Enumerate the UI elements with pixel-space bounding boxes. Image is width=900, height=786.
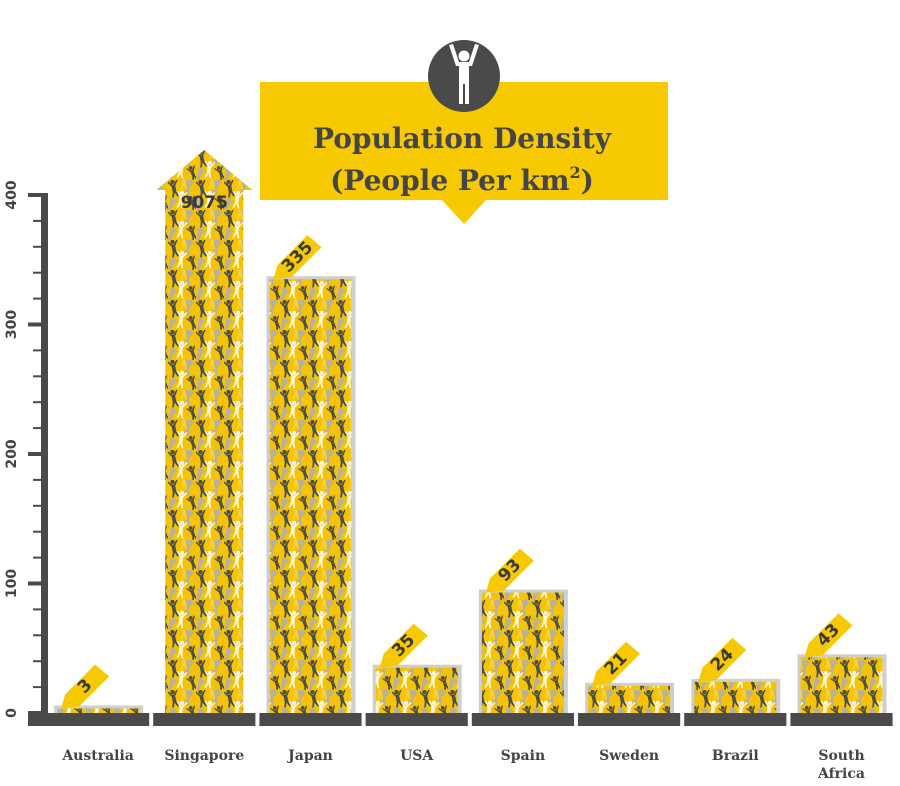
baseline-segment bbox=[259, 713, 362, 726]
bars-layer bbox=[54, 150, 887, 713]
baseline-segment bbox=[47, 713, 150, 726]
chart-title-superscript: 2 bbox=[570, 163, 581, 182]
chart-title-line2-suffix: ) bbox=[581, 164, 594, 197]
y-axis-line bbox=[41, 194, 48, 726]
value-tag-australia: 3 bbox=[61, 664, 110, 709]
value-tag-shape-japan bbox=[273, 235, 322, 280]
baseline-segment bbox=[684, 713, 787, 726]
y-minor-tick bbox=[33, 427, 45, 430]
value-tag-japan: 335 bbox=[273, 235, 322, 280]
person-body bbox=[449, 44, 479, 104]
value-tag-shape-australia bbox=[61, 664, 110, 709]
value-tag-brazil: 24 bbox=[698, 637, 747, 682]
person-head bbox=[458, 50, 470, 62]
baseline-segment bbox=[578, 713, 681, 726]
y-minor-tick bbox=[33, 349, 45, 352]
y-minor-tick bbox=[33, 219, 45, 222]
category-label-spain: Spain bbox=[501, 748, 545, 764]
bar-brazil bbox=[694, 681, 777, 713]
value-tag-shape-sweden bbox=[592, 641, 641, 686]
category-label-brazil: Brazil bbox=[712, 748, 759, 764]
bar-sweden bbox=[588, 685, 671, 713]
y-minor-tick bbox=[33, 634, 45, 637]
bar-japan bbox=[269, 279, 352, 713]
y-tick-label: 0 bbox=[4, 708, 20, 718]
value-tag-south-africa: 43 bbox=[804, 613, 853, 658]
bar-australia bbox=[57, 708, 140, 713]
category-label-japan: Japan bbox=[286, 748, 333, 764]
axis-layer: 0 100 200 300 400 bbox=[4, 180, 893, 726]
baseline-segment bbox=[153, 713, 256, 726]
value-tag-shape-usa bbox=[379, 623, 428, 668]
y-minor-tick bbox=[33, 478, 45, 481]
category-label-south-africa: Africa bbox=[817, 766, 865, 782]
category-label-australia: Australia bbox=[61, 748, 134, 764]
y-minor-tick bbox=[33, 375, 45, 378]
chart-title-line2: (People Per km2) bbox=[330, 163, 594, 197]
value-tag-usa: 35 bbox=[379, 623, 428, 668]
y-minor-tick bbox=[33, 401, 45, 404]
y-major-tick bbox=[28, 711, 48, 715]
y-minor-tick bbox=[33, 660, 45, 663]
y-minor-tick bbox=[33, 686, 45, 689]
value-tag-shape-brazil bbox=[698, 637, 747, 682]
title-group: Population Density (People Per km2) bbox=[260, 40, 668, 224]
person-arms-up-icon bbox=[449, 44, 479, 104]
bar-south-africa bbox=[800, 657, 883, 713]
y-minor-tick bbox=[33, 504, 45, 507]
y-tick-label: 300 bbox=[4, 310, 20, 339]
value-tag-shape-spain bbox=[485, 548, 534, 593]
y-major-tick bbox=[28, 322, 48, 327]
y-minor-tick bbox=[33, 297, 45, 300]
y-minor-tick bbox=[33, 245, 45, 248]
baseline-segment bbox=[365, 713, 468, 726]
y-minor-tick bbox=[33, 556, 45, 559]
baseline-segment bbox=[471, 713, 574, 726]
bar-singapore bbox=[156, 150, 253, 713]
category-label-sweden: Sweden bbox=[599, 748, 659, 764]
category-label-usa: USA bbox=[400, 748, 434, 764]
y-tick-label: 200 bbox=[4, 439, 20, 468]
value-tag-shape-south-africa bbox=[804, 613, 853, 658]
category-label-singapore: Singapore bbox=[164, 748, 244, 764]
y-minor-tick bbox=[33, 271, 45, 274]
value-tag-sweden: 21 bbox=[592, 641, 641, 686]
y-tick-label: 100 bbox=[4, 569, 20, 598]
chart-title-line2-prefix: (People Per km bbox=[330, 164, 569, 197]
y-major-tick bbox=[28, 452, 48, 456]
y-tick-label: 400 bbox=[4, 180, 20, 209]
chart-title-line1: Population Density bbox=[313, 122, 612, 155]
y-minor-tick bbox=[33, 608, 45, 611]
value-label-singapore: 9075 bbox=[181, 193, 228, 213]
bar-usa bbox=[375, 667, 458, 713]
value-tag-spain: 93 bbox=[485, 548, 534, 593]
y-major-tick bbox=[28, 581, 48, 586]
title-banner-pointer bbox=[442, 200, 486, 224]
category-label-south-africa: South bbox=[818, 748, 864, 764]
baseline-segment bbox=[790, 713, 893, 726]
bar-spain bbox=[481, 592, 564, 713]
y-major-tick bbox=[28, 193, 48, 197]
y-minor-tick bbox=[33, 530, 45, 533]
